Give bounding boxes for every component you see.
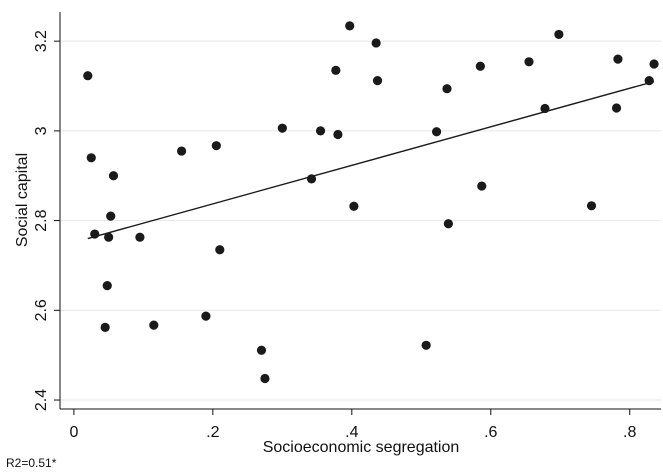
data-point-35 [611,103,622,113]
data-point-6 [106,211,116,221]
data-point-8 [135,232,145,242]
data-points [83,21,659,384]
fit-line-group [87,80,655,240]
data-point-20 [333,129,343,140]
data-point-4 [102,281,112,291]
data-point-18 [315,126,326,136]
x-tick-label-1: .2 [206,424,219,441]
x-tick-label-0: 0 [69,424,78,441]
data-point-15 [260,373,270,384]
data-point-9 [149,320,159,330]
y-axis-ticks: 2.4 2.6 2.8 3 3.2 [33,30,60,411]
fit-line [87,80,655,240]
data-point-14 [256,345,267,355]
data-point-34 [586,201,597,211]
data-point-29 [475,61,485,71]
y-tick-label-4: 3.2 [33,30,50,52]
data-point-11 [201,311,211,321]
x-tick-label-3: .6 [484,424,497,441]
data-point-10 [176,146,187,156]
data-point-13 [215,245,225,255]
data-point-0 [83,71,93,81]
r-squared-note: R2=0.51* [6,456,57,470]
x-tick-label-2: .4 [345,424,358,441]
data-point-31 [524,57,534,67]
x-axis-ticks: 0 .2 .4 .6 .8 [69,409,637,441]
data-point-1 [86,153,96,163]
grid-lines [60,40,661,401]
x-axis-title: Socioeconomic segregation [263,439,460,456]
y-tick-label-2: 2.8 [33,209,50,231]
data-point-30 [477,181,487,191]
data-point-21 [345,21,355,31]
y-tick-label-3: 3 [33,126,50,135]
data-point-22 [349,201,359,211]
data-point-19 [331,65,341,75]
data-point-24 [372,76,383,86]
data-point-28 [443,219,453,229]
data-point-3 [100,322,110,332]
data-point-27 [442,84,452,94]
data-point-5 [104,232,114,242]
y-tick-label-1: 2.6 [33,299,50,321]
data-point-38 [649,59,659,69]
data-point-26 [431,127,442,137]
data-point-16 [277,123,287,133]
y-tick-label-0: 2.4 [33,389,50,411]
axes [59,12,661,410]
data-point-7 [108,171,119,181]
data-point-33 [554,29,564,40]
data-point-36 [613,54,623,64]
data-point-25 [421,340,431,350]
x-tick-label-4: .8 [623,424,636,441]
data-point-23 [371,38,381,48]
y-axis-title: Social capital [14,153,31,247]
data-point-12 [211,141,221,151]
